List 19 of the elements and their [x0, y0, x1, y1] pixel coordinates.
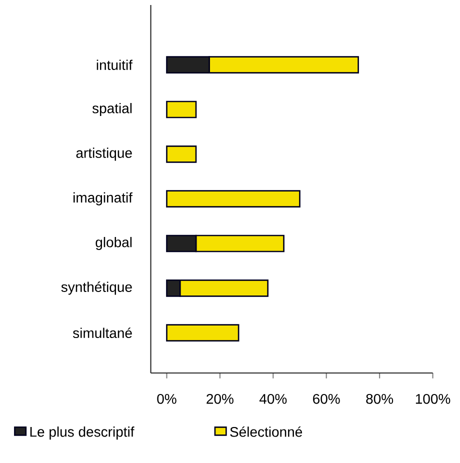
- bar: [166, 324, 240, 342]
- bar: [166, 100, 197, 118]
- x-tick-label: 0%: [157, 394, 176, 404]
- bar: [166, 146, 197, 163]
- y-tick-label: synthétique: [61, 282, 132, 295]
- bar: [166, 190, 301, 208]
- x-tick-label: 40%: [260, 394, 287, 404]
- y-tick-label: imaginatif: [74, 192, 133, 206]
- y-tick-label: spatial: [92, 102, 132, 116]
- x-tick-label: 60%: [313, 394, 340, 404]
- legend-label: Le plus descriptif: [30, 426, 134, 440]
- x-tick-label: 80%: [366, 394, 394, 404]
- y-tick-label: simultané: [73, 328, 132, 338]
- y-tick-label: intuitif: [96, 60, 133, 70]
- legend-label: Sélectionné: [230, 426, 302, 437]
- y-tick-label: global: [96, 236, 132, 250]
- x-tick-label: 20%: [206, 394, 234, 404]
- x-tick-label: 100%: [416, 394, 450, 404]
- y-tick-label: artistique: [76, 148, 132, 161]
